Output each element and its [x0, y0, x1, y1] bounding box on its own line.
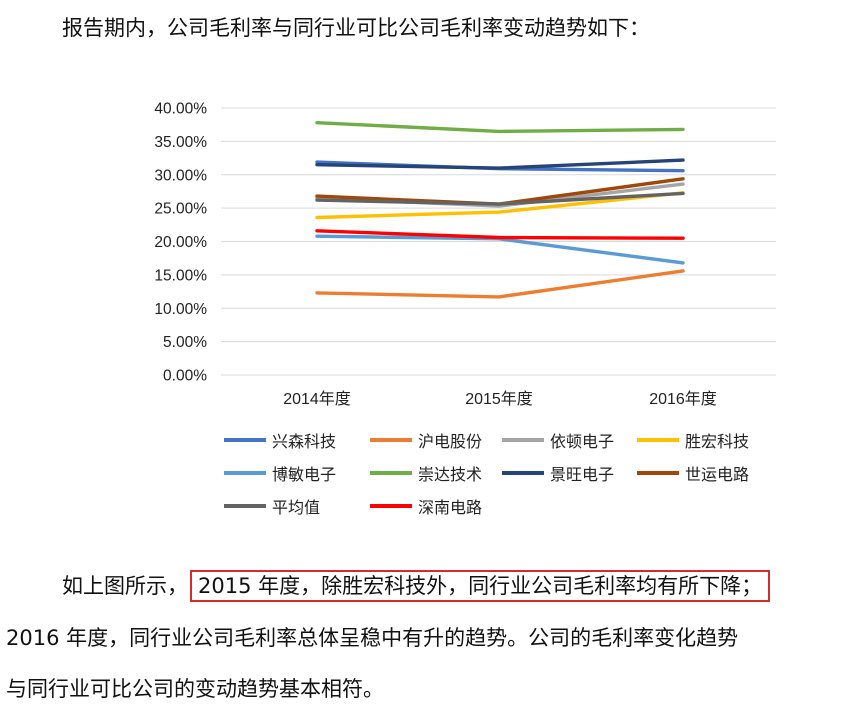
legend-label: 景旺电子 [550, 465, 615, 484]
y-tick-label: 35.00% [154, 134, 207, 151]
x-tick-label: 2014年度 [283, 390, 351, 408]
legend-swatch [370, 504, 412, 508]
x-tick-label: 2015年度 [465, 390, 533, 408]
legend-item: 博敏电子 [224, 461, 336, 485]
series-line [315, 234, 685, 265]
x-axis-ticks: 2014年度 2015年度 2016年度 [283, 390, 717, 408]
x-tick-label: 2016年度 [649, 390, 717, 408]
series-line [315, 158, 685, 170]
legend-item: 兴森科技 [224, 428, 336, 452]
series-line [315, 229, 685, 240]
intro-paragraph: 报告期内，公司毛利率与同行业可比公司毛利率变动趋势如下： [62, 16, 650, 40]
legend-label: 深南电路 [418, 498, 483, 517]
legend-item: 依顿电子 [502, 428, 614, 452]
chart-gridlines [221, 107, 776, 376]
y-tick-label: 10.00% [154, 301, 207, 318]
legend-swatch [502, 471, 544, 475]
legend-swatch [224, 471, 266, 475]
legend-item: 景旺电子 [502, 461, 614, 485]
legend-label: 平均值 [272, 498, 321, 517]
legend-swatch [637, 471, 679, 475]
legend-item: 沪电股份 [370, 428, 482, 452]
legend-swatch [224, 438, 266, 442]
y-tick-label: 40.00% [154, 101, 207, 118]
legend-item: 崇达技术 [370, 461, 482, 485]
y-axis-ticks: 0.00% 5.00% 10.00% 15.00% 20.00% 25.00% 30.00%… [154, 101, 207, 385]
series-line [315, 191, 685, 206]
legend-label: 沪电股份 [418, 432, 483, 451]
legend-swatch [370, 471, 412, 475]
legend-label: 世运电路 [685, 465, 750, 484]
y-tick-label: 0.00% [163, 368, 207, 385]
legend-label: 兴森科技 [272, 432, 337, 451]
legend-swatch [502, 438, 544, 442]
legend-label: 博敏电子 [272, 465, 337, 484]
legend-item: 平均值 [224, 494, 320, 518]
legend-label: 崇达技术 [418, 465, 483, 484]
conclusion-line-2: 2016 年度，同行业公司毛利率总体呈稳中有升的趋势。公司的毛利率变化趋势 [6, 626, 739, 650]
y-tick-label: 5.00% [163, 334, 207, 351]
y-tick-label: 25.00% [154, 201, 207, 218]
conclusion-line-3: 与同行业可比公司的变动趋势基本相符。 [6, 677, 384, 701]
legend-swatch [224, 504, 266, 508]
y-tick-label: 20.00% [154, 234, 207, 251]
highlighted-conclusion: 2015 年度，除胜宏科技外，同行业公司毛利率均有所下降； [190, 570, 771, 602]
line-chart: 0.00% 5.00% 10.00% 15.00% 20.00% 25.00% 30.00%… [154, 101, 776, 408]
y-tick-label: 15.00% [154, 267, 207, 284]
series-line [315, 120, 685, 134]
series-line [315, 269, 685, 299]
y-tick-label: 30.00% [154, 167, 207, 184]
legend-item: 深南电路 [370, 494, 482, 518]
legend-item: 胜宏科技 [637, 428, 749, 452]
conclusion-line-1: 如上图所示， 2015 年度，除胜宏科技外，同行业公司毛利率均有所下降； [62, 570, 771, 602]
legend-label: 依顿电子 [550, 432, 615, 451]
legend-item: 世运电路 [637, 461, 749, 485]
conclusion-prefix: 如上图所示， [62, 574, 188, 598]
legend-swatch [637, 438, 679, 442]
chart-series [315, 120, 685, 299]
series-line [315, 191, 685, 220]
legend-swatch [370, 438, 412, 442]
legend-label: 胜宏科技 [685, 432, 750, 451]
